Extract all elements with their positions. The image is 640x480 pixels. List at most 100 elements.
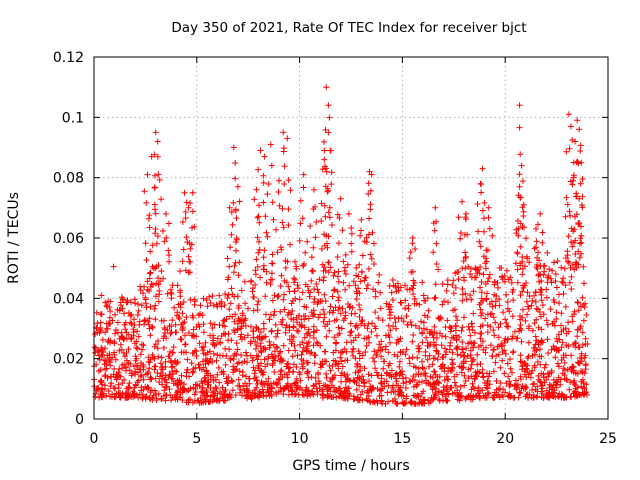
- data-point: [250, 285, 256, 292]
- data-point: [461, 382, 468, 389]
- data-point: [189, 399, 196, 406]
- data-point: [514, 279, 521, 286]
- data-point: [304, 238, 311, 245]
- data-point: [163, 210, 169, 217]
- data-point: [521, 282, 528, 289]
- data-point: [377, 387, 384, 394]
- data-point: [504, 299, 511, 305]
- data-point: [303, 331, 310, 337]
- data-point: [323, 168, 330, 175]
- data-point: [397, 349, 404, 356]
- data-point: [261, 153, 268, 160]
- data-point: [311, 383, 317, 390]
- x-axis-label: GPS time / hours: [292, 458, 409, 474]
- y-tick-label: 0.02: [53, 352, 84, 368]
- data-point: [261, 356, 268, 363]
- data-point: [384, 389, 391, 396]
- data-point: [477, 361, 484, 367]
- data-point: [525, 339, 532, 346]
- data-point: [152, 172, 158, 179]
- data-point: [561, 394, 568, 401]
- data-point: [320, 382, 327, 389]
- data-point: [342, 312, 349, 319]
- data-point: [537, 271, 544, 278]
- data-point: [490, 394, 497, 401]
- data-point: [266, 316, 273, 323]
- data-point: [224, 295, 231, 301]
- data-point: [111, 349, 117, 356]
- data-point: [217, 339, 224, 346]
- data-point: [517, 292, 524, 299]
- data-point: [345, 210, 352, 217]
- data-point: [421, 370, 428, 377]
- data-point: [118, 294, 125, 301]
- data-point: [155, 171, 162, 178]
- data-point: [135, 394, 142, 401]
- data-point: [98, 394, 105, 401]
- data-point: [439, 354, 446, 361]
- data-point: [501, 370, 508, 377]
- data-point: [438, 315, 444, 322]
- data-point: [310, 342, 317, 349]
- data-point: [523, 235, 529, 242]
- data-point: [535, 324, 542, 331]
- data-point: [507, 394, 514, 401]
- data-point: [255, 166, 262, 173]
- data-point: [535, 341, 542, 348]
- data-point: [165, 247, 172, 254]
- data-point: [492, 319, 499, 326]
- data-point: [344, 261, 351, 268]
- data-point: [97, 326, 103, 333]
- data-point: [263, 229, 270, 236]
- data-point: [415, 365, 422, 372]
- data-point: [334, 361, 341, 368]
- data-point: [274, 249, 281, 256]
- data-point: [495, 351, 502, 358]
- data-point: [153, 293, 159, 300]
- data-point: [334, 211, 341, 218]
- data-point: [332, 304, 339, 311]
- data-point: [289, 391, 296, 398]
- data-point: [331, 372, 338, 379]
- data-point: [403, 379, 410, 386]
- data-point: [479, 338, 486, 345]
- data-point: [294, 282, 301, 289]
- data-point: [371, 358, 378, 365]
- data-point: [226, 346, 233, 353]
- data-point: [424, 356, 431, 363]
- data-point: [207, 393, 214, 400]
- data-point: [257, 274, 264, 281]
- chart-title: Day 350 of 2021, Rate Of TEC Index for r…: [171, 20, 526, 36]
- data-point: [229, 291, 236, 298]
- x-tick-label: 0: [90, 431, 99, 447]
- data-point: [402, 297, 409, 304]
- data-point: [198, 378, 205, 385]
- data-point: [154, 233, 161, 240]
- data-point: [516, 389, 523, 396]
- data-point: [162, 397, 169, 404]
- data-point: [168, 397, 175, 404]
- data-point: [474, 361, 481, 368]
- data-point: [579, 329, 586, 336]
- data-point: [169, 282, 176, 289]
- data-point: [226, 306, 233, 313]
- data-point: [520, 213, 527, 219]
- data-point: [548, 367, 555, 374]
- data-point: [477, 306, 484, 313]
- data-point: [449, 361, 456, 368]
- data-point: [452, 284, 459, 291]
- data-point: [567, 212, 574, 219]
- data-point: [325, 209, 332, 216]
- data-point: [514, 266, 521, 273]
- data-point: [458, 327, 465, 334]
- data-point: [151, 343, 158, 350]
- data-point: [467, 265, 474, 272]
- data-point: [331, 286, 338, 293]
- data-point: [281, 181, 288, 187]
- data-point: [352, 310, 358, 317]
- data-point: [494, 279, 501, 286]
- data-point: [177, 300, 184, 307]
- data-point: [131, 384, 138, 391]
- data-point: [286, 364, 293, 371]
- data-point: [556, 300, 563, 307]
